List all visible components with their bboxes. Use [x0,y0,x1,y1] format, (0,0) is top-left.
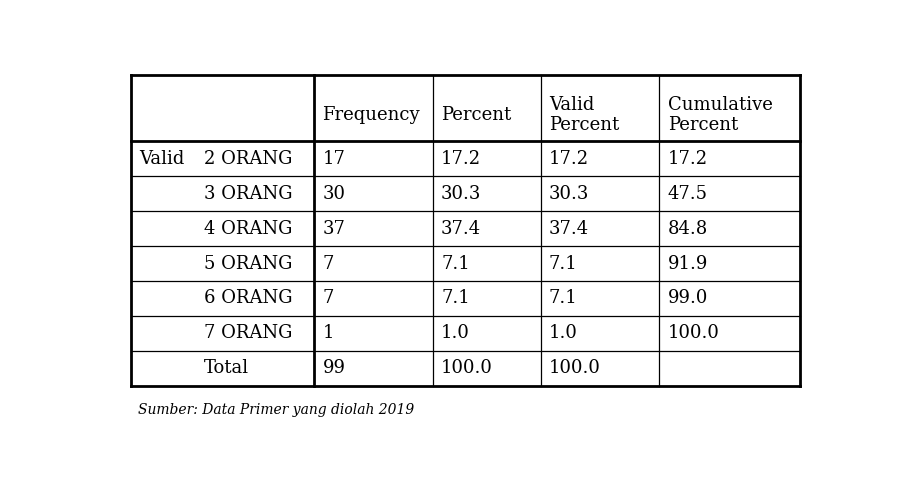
Text: 100.0: 100.0 [548,359,600,377]
Text: 17.2: 17.2 [667,150,707,168]
Text: 7: 7 [322,255,333,272]
Text: 1.0: 1.0 [441,325,470,343]
Text: 99: 99 [322,359,345,377]
Text: Total: Total [203,359,248,377]
Text: 7.1: 7.1 [548,289,577,307]
Text: 7.1: 7.1 [548,255,577,272]
Text: 1: 1 [322,325,333,343]
Text: 99.0: 99.0 [667,289,707,307]
Text: 30: 30 [322,184,345,203]
Text: 84.8: 84.8 [667,220,707,238]
Text: 17: 17 [322,150,345,168]
Text: 30.3: 30.3 [548,184,589,203]
Text: Cumulative
Percent: Cumulative Percent [667,96,772,134]
Text: 6 ORANG: 6 ORANG [203,289,292,307]
Text: 37: 37 [322,220,345,238]
Text: 2 ORANG: 2 ORANG [203,150,292,168]
Text: 7: 7 [322,289,333,307]
Text: 47.5: 47.5 [667,184,707,203]
Text: Sumber: Data Primer yang diolah 2019: Sumber: Data Primer yang diolah 2019 [137,403,414,417]
Text: 7.1: 7.1 [441,255,470,272]
Text: 7.1: 7.1 [441,289,470,307]
Text: 4 ORANG: 4 ORANG [203,220,292,238]
Text: Valid
Percent: Valid Percent [548,96,619,134]
Text: 37.4: 37.4 [548,220,589,238]
Text: 3 ORANG: 3 ORANG [203,184,292,203]
Text: Frequency: Frequency [322,106,420,124]
Text: 100.0: 100.0 [441,359,492,377]
Text: Valid: Valid [139,150,184,168]
Text: 1.0: 1.0 [548,325,577,343]
Text: 17.2: 17.2 [548,150,589,168]
Text: 37.4: 37.4 [441,220,480,238]
Text: 7 ORANG: 7 ORANG [203,325,292,343]
Text: 100.0: 100.0 [667,325,719,343]
Text: 17.2: 17.2 [441,150,480,168]
Text: 5 ORANG: 5 ORANG [203,255,292,272]
Text: 91.9: 91.9 [667,255,707,272]
Text: 30.3: 30.3 [441,184,481,203]
Text: Percent: Percent [441,106,511,124]
